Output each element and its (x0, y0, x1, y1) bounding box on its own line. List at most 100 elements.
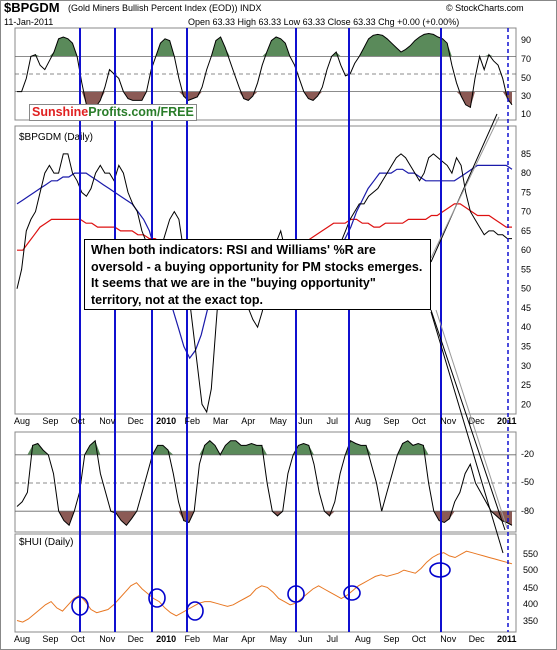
x-tick-label: Jul (327, 634, 339, 644)
wr-tick-80: -80 (521, 506, 534, 516)
x-tick-label: Oct (71, 634, 86, 644)
rsi-ytick-labels: 90 70 50 30 10 (521, 35, 531, 119)
hui-panel-title: $HUI (Daily) (19, 537, 73, 548)
rsi-tick-70: 70 (521, 54, 531, 64)
hui-tick-350: 350 (523, 616, 538, 626)
price-tick-label: 55 (521, 264, 531, 274)
wr-line (16, 439, 513, 527)
williams-ytick-labels: -20 -50 -80 (521, 449, 534, 516)
x-tick-label: 2011 (497, 634, 517, 644)
ohlc: Open 63.33 High 63.33 Low 63.33 Close 63… (188, 17, 459, 27)
x-tick-label: Apr (241, 416, 255, 426)
price-tick-label: 80 (521, 168, 531, 178)
x-tick-label: Mar (213, 634, 229, 644)
hui-tick-400: 400 (523, 599, 538, 609)
x-tick-label: Nov (99, 416, 116, 426)
x-tick-label: Jun (298, 416, 313, 426)
pointer-to-rsi-shadow (430, 116, 500, 259)
x-tick-label: Sep (383, 634, 399, 644)
hui-ytick-labels: 550 500 450 400 350 (523, 549, 538, 626)
x-tick-label: Nov (440, 634, 457, 644)
price-ytick-labels: 85 80 75 70 65 60 55 50 45 40 35 30 25 20 (521, 149, 531, 409)
logo-part2: Profits.com/FREE (88, 105, 194, 119)
x-tick-label: Sep (383, 416, 399, 426)
x-axis-labels: Aug Sep Oct Nov Dec 2010 Feb Mar Apr May Jun Jul Aug… (14, 416, 517, 644)
x-tick-label: Dec (128, 634, 145, 644)
hui-line (16, 550, 513, 623)
hui-tick-450: 450 (523, 583, 538, 593)
x-tick-label: Dec (469, 634, 486, 644)
x-tick-label: Oct (71, 416, 86, 426)
hui-panel (14, 533, 517, 633)
cycle-vertical-lines (79, 28, 509, 632)
pointer-to-williams-shadow (435, 309, 508, 529)
wr-tick-50: -50 (521, 477, 534, 487)
date: 11-Jan-2011 (4, 17, 53, 27)
symbol: $BPGDM (4, 0, 60, 15)
price-tick-label: 75 (521, 187, 531, 197)
pointer-to-rsi (430, 113, 498, 263)
price-panel-title: $BPGDM (Daily) (19, 132, 93, 143)
x-tick-label: Aug (14, 416, 30, 426)
williams-panel (14, 431, 517, 533)
rsi-tick-50: 50 (521, 73, 531, 83)
rsi-wr-fills (17, 33, 512, 526)
x-tick-label: Aug (14, 634, 30, 644)
price-tick-label: 70 (521, 207, 531, 217)
x-tick-label: 2010 (156, 634, 176, 644)
x-tick-label: Nov (99, 634, 116, 644)
x-tick-label: Nov (440, 416, 457, 426)
rsi-overbought-fill (17, 33, 512, 57)
wr-oversold-fill (17, 511, 512, 526)
price-tick-label: 50 (521, 284, 531, 294)
x-tick-label: Sep (42, 416, 58, 426)
x-tick-label: Feb (185, 416, 201, 426)
x-tick-label: Jul (327, 416, 339, 426)
price-tick-label: 60 (521, 245, 531, 255)
hui-circle (148, 588, 166, 608)
price-tick-label: 65 (521, 226, 531, 236)
rsi-tick-90: 90 (521, 35, 531, 45)
price-tick-label: 25 (521, 380, 531, 390)
price-tick-label: 85 (521, 149, 531, 159)
hui-circles (71, 562, 451, 621)
hui-circle (429, 562, 451, 578)
x-tick-label: Feb (185, 634, 201, 644)
wr-tick-20: -20 (521, 449, 534, 459)
level-lines (15, 56, 516, 512)
hui-circle (343, 585, 361, 601)
price-panel (14, 125, 517, 415)
x-tick-label: Jun (298, 634, 313, 644)
wr-overbought-fill (17, 440, 512, 455)
rsi-line (17, 32, 513, 110)
sunshine-profits-logo: SunshineProfits.com/FREE (29, 104, 197, 121)
x-tick-label: Aug (355, 416, 371, 426)
rsi-oversold-fill (17, 91, 512, 110)
x-tick-label: 2011 (497, 416, 517, 426)
rsi-tick-10: 10 (521, 109, 531, 119)
x-tick-label: May (270, 634, 288, 644)
x-tick-label: Oct (412, 416, 427, 426)
pointer-to-hui (430, 311, 504, 554)
x-tick-label: Mar (213, 416, 229, 426)
x-tick-label: 2010 (156, 416, 176, 426)
annotation-box: When both indicators: RSI and Williams' … (84, 239, 431, 310)
price-tick-label: 35 (521, 342, 531, 352)
price-tick-label: 30 (521, 361, 531, 371)
x-tick-label: Oct (412, 634, 427, 644)
description: (Gold Miners Bullish Percent Index (EOD)… (68, 3, 262, 13)
hui-circle (71, 596, 89, 616)
hui-circle (186, 601, 204, 621)
x-tick-label: Aug (355, 634, 371, 644)
pointer-to-williams (430, 309, 506, 531)
rsi-tick-30: 30 (521, 91, 531, 101)
price-tick-label: 45 (521, 303, 531, 313)
x-tick-label: May (270, 416, 288, 426)
x-tick-label: Sep (42, 634, 58, 644)
x-tick-label: Dec (128, 416, 145, 426)
copyright: © StockCharts.com (446, 3, 524, 13)
logo-part1: Sunshine (32, 105, 89, 119)
x-tick-label: Apr (241, 634, 255, 644)
hui-circle (287, 585, 305, 603)
